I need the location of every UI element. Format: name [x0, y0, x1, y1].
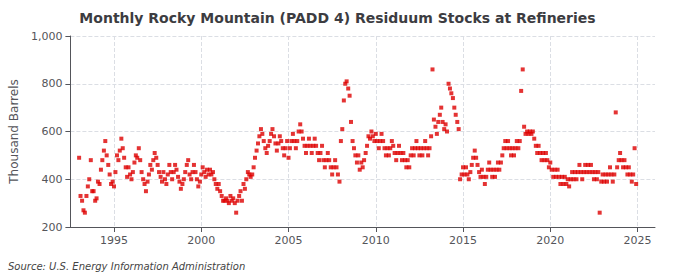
svg-text:2000: 2000	[187, 234, 215, 247]
svg-text:400: 400	[41, 173, 62, 186]
svg-text:2015: 2015	[449, 234, 477, 247]
svg-text:600: 600	[41, 125, 62, 138]
svg-text:2025: 2025	[624, 234, 652, 247]
svg-text:Source: U.S. Energy Informatio: Source: U.S. Energy Information Administ…	[8, 261, 245, 272]
svg-text:200: 200	[41, 221, 62, 234]
svg-text:2020: 2020	[536, 234, 564, 247]
svg-text:2005: 2005	[275, 234, 303, 247]
svg-text:1,000: 1,000	[31, 30, 63, 43]
svg-text:2010: 2010	[362, 234, 390, 247]
svg-text:800: 800	[41, 77, 62, 90]
svg-text:Thousand Barrels: Thousand Barrels	[7, 79, 21, 184]
svg-text:1995: 1995	[100, 234, 128, 247]
svg-text:Monthly Rocky Mountain (PADD 4: Monthly Rocky Mountain (PADD 4) Residuum…	[79, 10, 595, 26]
